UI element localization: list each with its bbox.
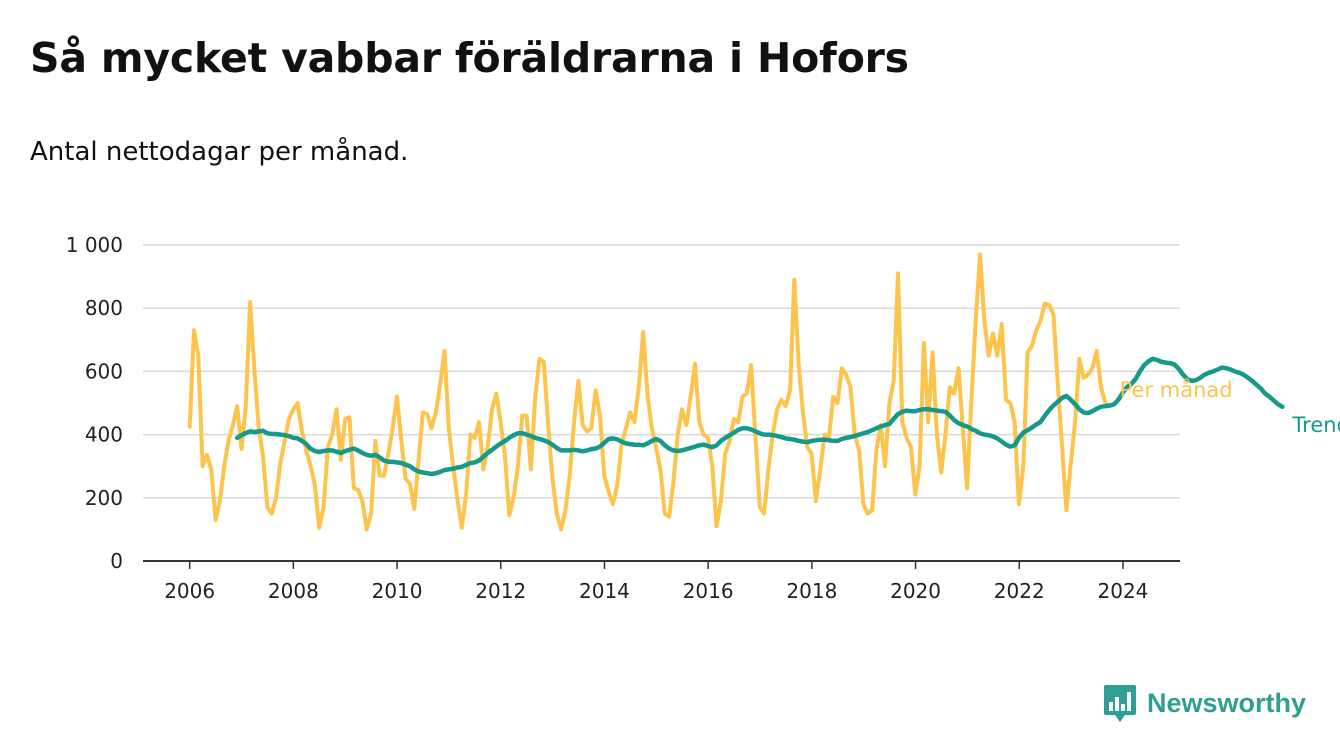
x-tick-label: 2014: [579, 579, 630, 603]
x-tick-label: 2012: [475, 579, 526, 603]
y-tick-label: 200: [85, 486, 123, 510]
x-axis: 2006 2008 2010 2012 2014 2016 2018 2020 2022 2024: [143, 560, 1180, 603]
x-tick-label: 2008: [268, 579, 319, 603]
series-lines: [187, 252, 1285, 532]
y-tick-label: 800: [85, 296, 123, 320]
x-tick-label: 2022: [994, 579, 1045, 603]
y-tick-label: 400: [85, 423, 123, 447]
x-tick-label: 2020: [890, 579, 941, 603]
brand-name: Newsworthy: [1147, 687, 1307, 718]
x-tick-label: 2016: [683, 579, 734, 603]
chart-title: Så mycket vabbar föräldrarna i Hofors: [30, 34, 909, 82]
x-tick-label: 2010: [372, 579, 423, 603]
series-line-per-manad: [187, 252, 1112, 532]
legend-label-trend: Trend: [1291, 413, 1340, 437]
y-tick-label: 1 000: [66, 233, 123, 257]
brand-logo: Newsworthy: [1103, 682, 1306, 724]
chart-subtitle: Antal nettodagar per månad.: [30, 137, 409, 167]
legend-label-per-manad: Per månad: [1120, 377, 1233, 402]
x-tick-label: 2018: [786, 579, 837, 603]
y-tick-label: 0: [110, 549, 123, 573]
x-tick-label: 2006: [164, 579, 215, 603]
x-tick-label: 2024: [1098, 579, 1149, 603]
y-axis: 0 200 400 600 800 1 000: [66, 233, 123, 573]
legend: Per månad Trend: [1120, 377, 1340, 437]
y-tick-label: 600: [85, 359, 123, 383]
bar-chart-speech-bubble-icon: [1104, 685, 1136, 722]
series-line-trend: [234, 356, 1285, 477]
